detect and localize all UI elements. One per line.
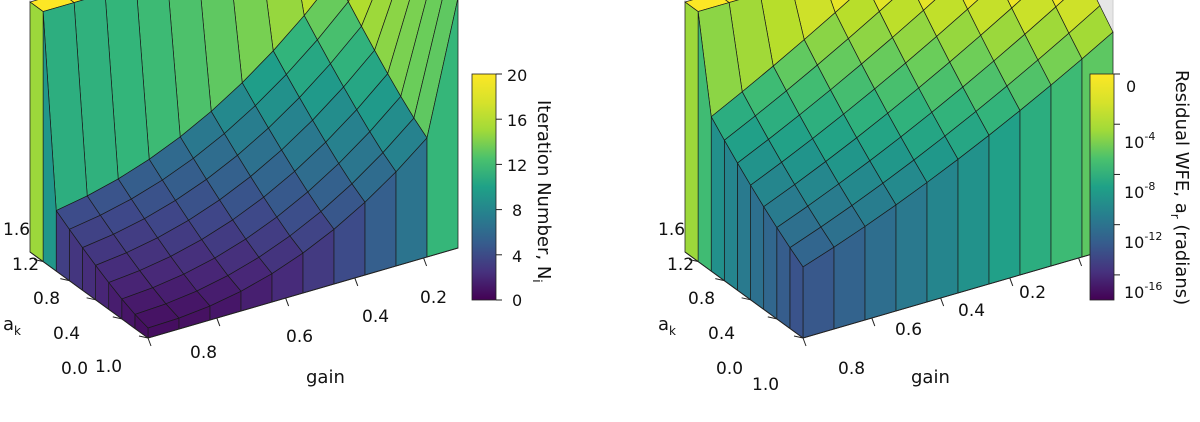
- right-x-tick-label: 0.6: [895, 320, 922, 340]
- left-y-axis-title: ak: [3, 314, 21, 338]
- right-surface-plot: 1.0 0.8 0.6 0.4 0.2 gain 0.0 0.4 0.8 1.2…: [658, 0, 1192, 395]
- left-y-tick: [60, 278, 70, 282]
- left-x-tick-label: 0.2: [420, 288, 447, 308]
- left-surface-plot: 1.0 0.8 0.6 0.4 0.2 gain 0.0 0.4 0.8 1.2…: [3, 0, 554, 388]
- right-colorbar-tick-label: 10-4: [1124, 130, 1155, 152]
- right-colorbar: [1089, 73, 1115, 301]
- right-y-tick-label: 1.6: [658, 220, 685, 240]
- right-x-tick: [940, 297, 945, 307]
- right-y-axis-title: ak: [658, 314, 676, 338]
- left-y-tick-label: 1.6: [3, 220, 30, 240]
- left-x-tick-label: 0.8: [190, 343, 217, 363]
- right-axes: [684, 247, 1114, 347]
- right-surface: [684, 0, 1114, 339]
- left-y-tick: [33, 259, 44, 263]
- right-colorbar-tick-label: 10-16: [1124, 280, 1162, 302]
- left-x-tick-label: 1.0: [95, 357, 122, 377]
- right-colorbar-ticks: [1114, 73, 1120, 276]
- right-y-tick-label: 0.8: [688, 289, 715, 309]
- right-y-tick: [767, 316, 777, 320]
- right-colorbar-tick-label: 10-8: [1124, 180, 1155, 202]
- right-side-wall-patch: [737, 161, 751, 301]
- left-x-tick-label: 0.4: [362, 307, 389, 327]
- left-x-tick: [147, 337, 152, 347]
- left-colorbar-tick-label: 4: [512, 247, 522, 266]
- left-surface-patch: [301, 0, 318, 17]
- right-x-axis-line: [802, 247, 1114, 339]
- left-y-tick-label: 0.4: [53, 324, 80, 344]
- right-front-wall-patch: [926, 158, 959, 303]
- right-x-tick-label: 0.8: [838, 359, 865, 379]
- right-side-wall-patch: [750, 184, 765, 311]
- left-y-tick-label: 1.2: [12, 255, 39, 275]
- left-x-axis-title: gain: [306, 367, 345, 388]
- left-colorbar-title: Iteration Number, Ni: [530, 100, 554, 283]
- left-x-axis-line: [147, 247, 459, 339]
- left-colorbar-tick-label: 12: [507, 156, 527, 175]
- left-colorbar-tick-label: 0: [512, 291, 522, 310]
- right-front-wall-patch: [988, 109, 1021, 285]
- right-y-axis-line: [684, 251, 804, 339]
- left-colorbar: [471, 73, 497, 301]
- left-y-tick-label: 0.0: [61, 359, 88, 379]
- left-axes: [29, 247, 459, 347]
- right-surface-patch: [830, 0, 850, 14]
- right-y-tick-label: 0.0: [716, 359, 743, 379]
- left-x-tick: [423, 257, 428, 267]
- right-y-tick: [793, 335, 804, 339]
- right-y-tick-label: 1.2: [667, 255, 694, 275]
- right-x-tick-label: 1.0: [752, 375, 779, 395]
- right-colorbar-tick-label: 0: [1126, 77, 1136, 96]
- left-colorbar-tick-label: 20: [507, 66, 527, 85]
- left-y-tick: [112, 316, 122, 320]
- left-x-tick: [216, 317, 221, 327]
- left-x-tick-label: 0.6: [286, 327, 313, 347]
- left-x-tick: [354, 277, 359, 287]
- right-x-tick: [871, 317, 876, 327]
- right-side-wall-patch: [723, 138, 738, 291]
- right-x-tick: [802, 337, 807, 347]
- left-y-tick: [86, 297, 96, 301]
- right-side-wall-patch: [710, 115, 725, 282]
- left-colorbar-tick-label: 16: [507, 111, 527, 130]
- left-surface: [29, 0, 459, 339]
- right-x-tick: [1078, 257, 1083, 267]
- right-front-wall-patch: [1019, 84, 1052, 276]
- right-y-tick: [715, 278, 725, 282]
- left-side-wall-patch: [29, 1, 44, 263]
- right-x-tick-label: 0.2: [1019, 283, 1046, 303]
- right-colorbar-tick-label: 10-12: [1124, 230, 1162, 252]
- right-side-wall-patch: [684, 1, 699, 263]
- right-y-tick: [688, 259, 699, 263]
- left-colorbar-tick-label: 8: [512, 201, 522, 220]
- right-y-tick: [741, 297, 751, 301]
- left-x-tick: [285, 297, 290, 307]
- right-front-wall-patch: [957, 134, 990, 294]
- left-y-axis-line: [29, 251, 149, 339]
- right-front-wall-patch: [1050, 58, 1083, 267]
- left-colorbar-ticks: [496, 73, 502, 301]
- right-x-tick: [1009, 277, 1014, 287]
- right-x-tick-label: 0.4: [958, 301, 985, 321]
- right-x-axis-title: gain: [911, 367, 950, 388]
- left-y-tick: [138, 335, 149, 339]
- right-front-wall-patch: [895, 181, 928, 312]
- right-colorbar-title: Residual WFE, ar (radians): [1168, 70, 1192, 305]
- right-y-tick-label: 0.4: [708, 324, 735, 344]
- left-y-tick-label: 0.8: [33, 289, 60, 309]
